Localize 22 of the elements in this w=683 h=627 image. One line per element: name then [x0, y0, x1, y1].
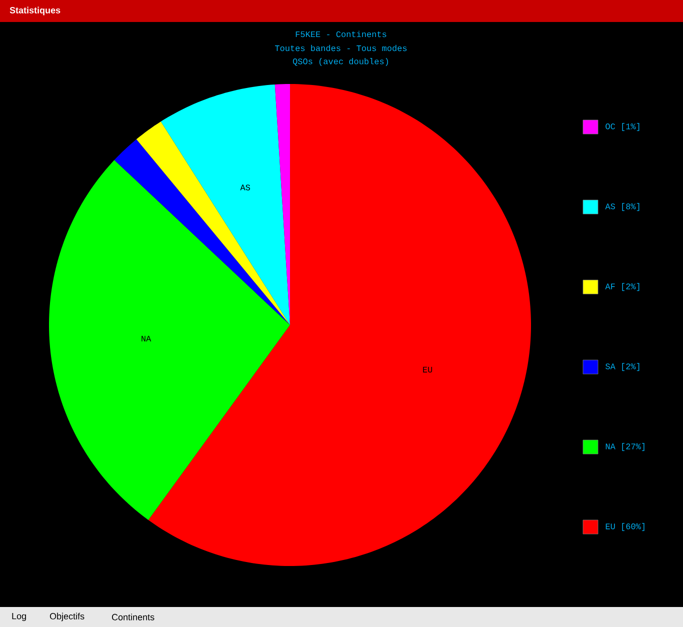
- text: Log: [12, 612, 26, 622]
- data-label: [1%]: [622, 123, 640, 131]
- data-label: [8%]: [622, 203, 640, 211]
- data-label: [60%]: [622, 523, 644, 531]
- text: Objectifs: [50, 612, 84, 622]
- text: Continents: [112, 614, 154, 620]
- text: QSOs (avec doubles): [292, 58, 388, 66]
- data-label: [27%]: [622, 443, 644, 451]
- legend-label: AF: [605, 284, 615, 290]
- text: AS: [240, 184, 250, 190]
- text: Statistiques: [10, 6, 60, 16]
- legend-label: AS: [605, 204, 615, 210]
- legend-label: OC: [606, 124, 616, 130]
- chart-subtitle: Toutes bandes - Tous modes: [275, 44, 407, 52]
- text: EU: [423, 366, 432, 373]
- text: NA: [142, 336, 152, 342]
- legend-label: SA: [606, 364, 616, 370]
- data-label: [2%]: [622, 283, 640, 291]
- data-label: [2%]: [622, 363, 640, 371]
- legend-label: NA: [606, 444, 616, 450]
- chart-title: F5KEE - Continents: [296, 30, 386, 38]
- legend-label: EU: [606, 524, 615, 530]
